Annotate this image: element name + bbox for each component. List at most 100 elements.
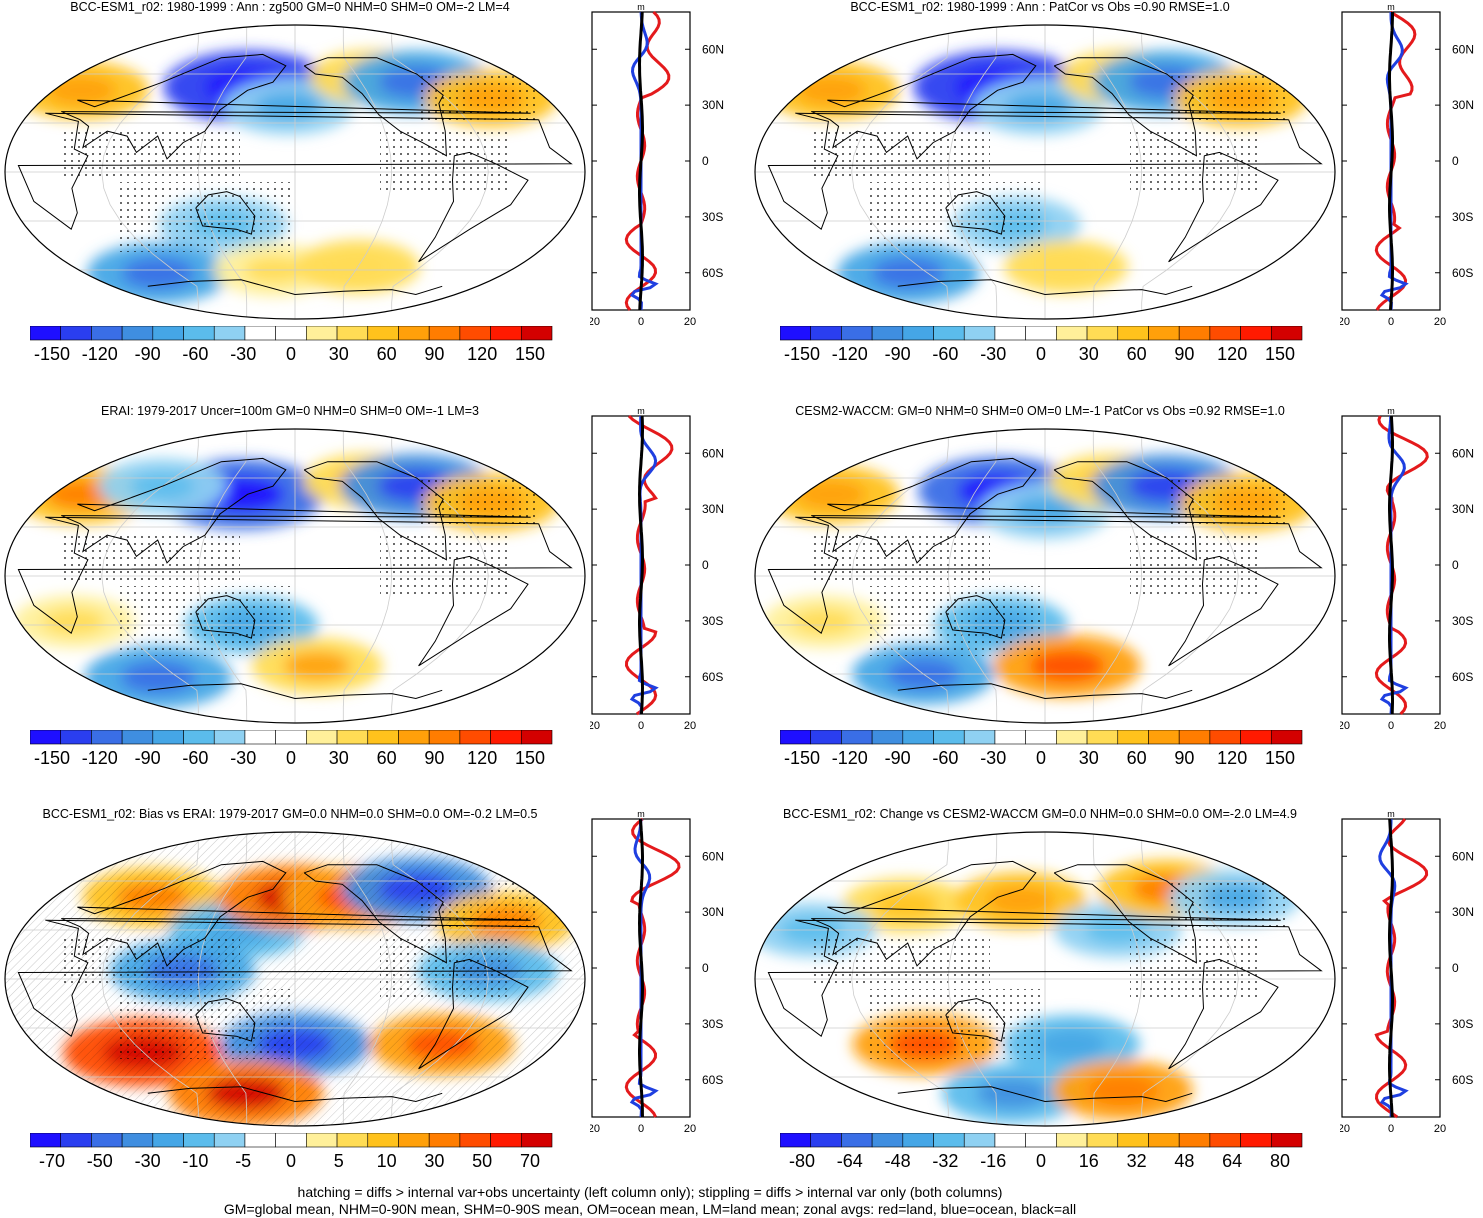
colorbar-label: 48 [1174,1151,1194,1171]
colorbar-label: 0 [1036,344,1046,364]
zonal-land-line [1374,818,1429,1119]
panel-title: BCC-ESM1_r02: 1980-1999 : Ann : PatCor v… [850,0,1230,14]
colorbar-cell [810,730,842,745]
colorbar-cell [871,1133,904,1148]
anomaly-core [1036,1029,1107,1059]
zonal-ytick-label: 60S [702,266,723,280]
stippling-region [870,586,1040,656]
colorbar-cell [780,1133,812,1148]
colorbar-label: 60 [377,748,397,768]
zonal-xtick-label: 20 [684,1123,696,1135]
colorbar-cell [428,1133,461,1148]
zonal-all-line [637,415,645,715]
map-border [4,831,586,1127]
longitude-gridline [342,832,393,1126]
stippling-region [1170,72,1290,122]
longitude-gridline [1092,429,1143,723]
colorbar-label: 0 [1036,1151,1046,1171]
colorbar-cell [275,326,307,341]
colorbar-cell [367,1133,399,1148]
panel-1: BCC-ESM1_r02: 1980-1999 : Ann : zg500 GM… [0,0,740,405]
zonal-ytick-label: 30S [1452,1017,1473,1031]
longitude-gridline [342,25,393,319]
zonal-ytick-label: 30N [1452,905,1474,919]
colorbar-label: 32 [1127,1151,1147,1171]
colorbar-cell [336,730,369,745]
zonal-xtick-label: 0 [1388,1123,1394,1135]
longitude-gridline [851,832,949,1126]
coastline [811,53,1281,160]
colorbar-label: 60 [1127,748,1147,768]
colorbar: -150 -120 -90 -60 -30 0 30 60 90 120 150 [780,730,1303,768]
coastline [195,998,256,1042]
panel-3: ERAI: 1979-2017 Uncer=100m GM=0 NHM=0 SH… [0,404,740,809]
colorbar-label: -30 [135,1151,161,1171]
stippling-region [1130,132,1260,192]
colorbar-cell [91,326,123,341]
stippling-region [870,989,1040,1059]
zonal-xtick-label: -20 [1340,720,1350,732]
colorbar-label: 120 [467,344,497,364]
zonal-ytick-label: 60N [702,42,724,56]
zonal-xtick-label: 0 [1388,720,1394,732]
colorbar-label: 150 [1265,748,1295,768]
coastline [897,683,1193,700]
colorbar-cell [871,326,904,341]
stippling-region [1170,476,1290,526]
stippling-region [380,132,510,192]
colorbar-cell [275,730,307,745]
zonal-ytick-label: 30S [702,210,723,224]
colorbar-cell [490,730,522,745]
colorbar-cell [91,1133,123,1148]
zonal-xtick-label: -20 [1340,316,1350,328]
zonal-xtick-label: -20 [590,316,600,328]
zonal-xtick-label: 20 [684,316,696,328]
coastline [897,279,1193,296]
colorbar-cell [1240,326,1272,341]
zonal-ytick-label: 0 [702,154,709,168]
zonal-ytick-label: 30N [1452,98,1474,112]
colorbar-cell [1178,1133,1211,1148]
colorbar-label: -120 [832,344,868,364]
zonal-xtick-label: 0 [1388,316,1394,328]
zonal-ytick-label: 60N [1452,42,1474,56]
colorbar-cell [30,1133,62,1148]
colorbar-cell [306,730,338,745]
coastline [767,516,1323,634]
colorbar-label: -150 [784,344,820,364]
colorbar-cell [1270,1133,1303,1148]
colorbar: -70 -50 -30 -10 -5 0 5 10 30 50 70 [30,1133,553,1171]
zonal-ytick-label: 60N [702,849,724,863]
colorbar-label: -30 [230,748,256,768]
colorbar-label: -5 [235,1151,251,1171]
colorbar-label: -70 [39,1151,65,1171]
colorbar-cell [152,326,184,341]
colorbar-cell [841,1133,873,1148]
zonal-ytick-label: 60S [1452,1073,1473,1087]
colorbar-cell [30,326,62,341]
colorbar-label: 150 [1265,344,1295,364]
colorbar-label: -10 [182,1151,208,1171]
colorbar-label: -150 [784,748,820,768]
colorbar-label: 5 [334,1151,344,1171]
colorbar-cell [1148,326,1180,341]
colorbar-cell [60,326,92,341]
colorbar-label: 30 [1079,344,1099,364]
stippling-region [1130,536,1260,596]
zonal-ytick-label: 60S [702,670,723,684]
colorbar-cell [963,730,996,745]
colorbar-cell [933,730,965,745]
panel-title: BCC-ESM1_r02: Change vs CESM2-WACCM GM=0… [783,807,1297,821]
colorbar-cell [1025,326,1057,341]
zonal-ytick-label: 0 [702,961,709,975]
coastline [1053,57,1197,157]
colorbar-cell [1025,730,1057,745]
colorbar-label: 80 [1270,1151,1290,1171]
colorbar-cell [121,326,154,341]
zonal-ytick-label: 30N [702,502,724,516]
stippling-region [1170,879,1290,929]
colorbar-label: -30 [980,748,1006,768]
coastline [195,191,256,235]
panel-2: BCC-ESM1_r02: 1980-1999 : Ann : PatCor v… [750,0,1483,405]
coastline [767,919,1323,1037]
